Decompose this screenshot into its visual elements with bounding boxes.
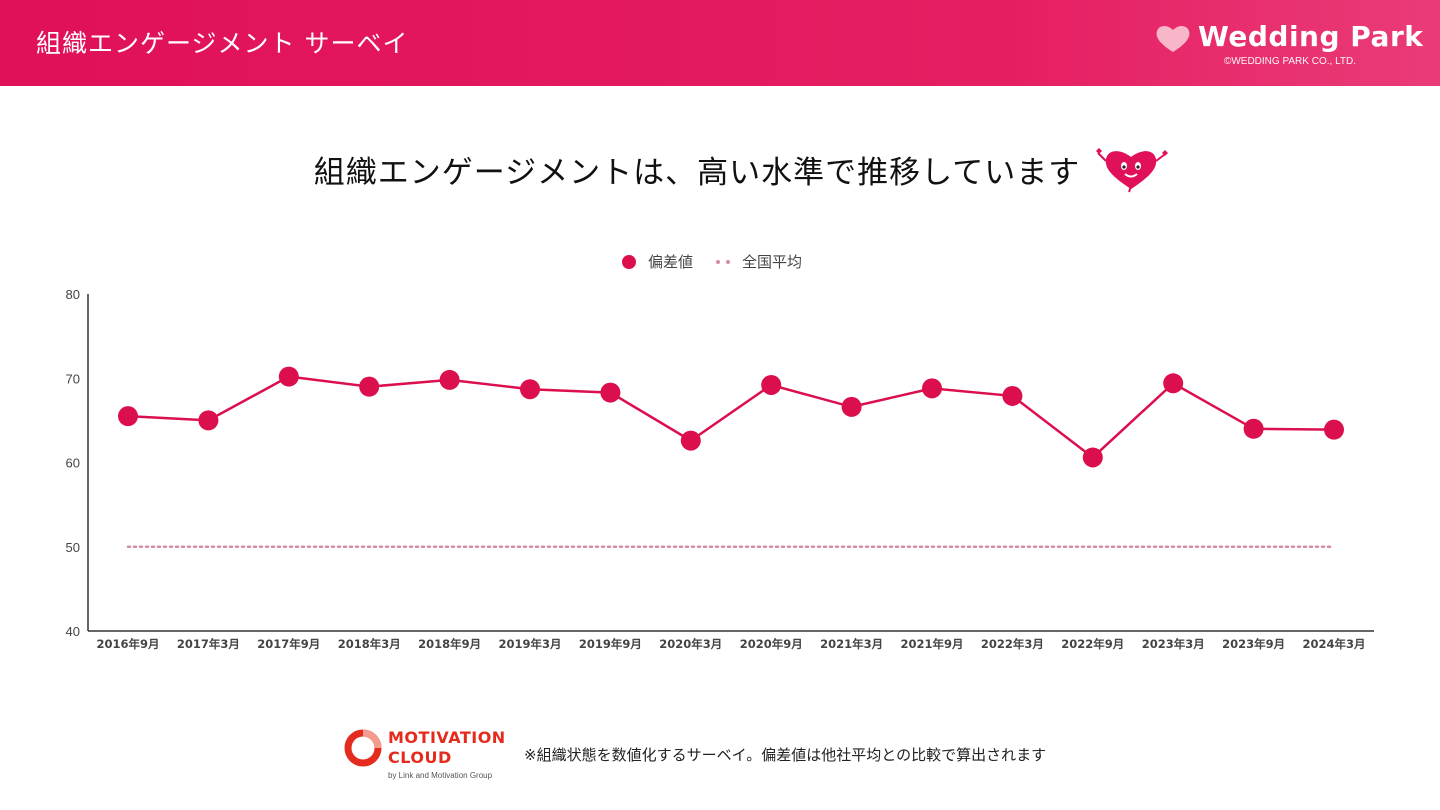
x-tick-label: 2023年9月: [1222, 637, 1285, 651]
brand-name: Wedding Park: [1198, 20, 1424, 53]
heart-mascot-icon: [1096, 148, 1168, 193]
motivation-cloud-logo: MOTIVATION CLOUD by Link and Motivation …: [343, 728, 506, 784]
data-point: [1324, 419, 1344, 440]
brand-logo: Wedding Park ©WEDDING PARK CO., LTD.: [1154, 20, 1423, 72]
data-point: [359, 376, 380, 397]
data-point: [841, 396, 862, 417]
y-tick-label: 50: [66, 540, 80, 555]
legend-marker-avg: [716, 260, 720, 264]
x-tick-label: 2021年3月: [820, 637, 883, 651]
logo-text-motivation: MOTIVATION: [388, 728, 506, 747]
x-tick-label: 2019年9月: [579, 637, 642, 651]
data-point: [198, 410, 219, 431]
x-tick-label: 2022年3月: [981, 637, 1044, 651]
series-line-main: [127, 375, 1335, 460]
x-tick-label: 2019年3月: [498, 637, 561, 651]
line-chart: 40 50 60 70 80 2016年9月 2017年3月 2017年9月 2018年3月 20…: [66, 287, 1374, 651]
x-tick-label: 2020年9月: [740, 637, 803, 651]
x-tick-label: 2022年9月: [1061, 637, 1124, 651]
x-tick-label: 2024年3月: [1302, 637, 1365, 651]
x-tick-label: 2021年9月: [900, 637, 963, 651]
header-bar: 組織エンゲージメント サーベイ Wedding Park ©WEDDING PA…: [0, 0, 1440, 86]
x-tick-label: 2017年3月: [177, 637, 240, 651]
y-tick-label: 40: [66, 624, 80, 639]
y-tick-label: 80: [66, 287, 80, 302]
ring-logo-icon: [344, 729, 382, 767]
legend-label-main: 偏差値: [648, 253, 694, 271]
data-point: [1163, 373, 1184, 394]
y-tick-label: 60: [66, 456, 80, 471]
data-point: [761, 374, 782, 395]
x-tick-label: 2018年3月: [338, 637, 401, 651]
legend-marker-avg-2: [726, 260, 730, 264]
x-tick-label: 2017年9月: [257, 637, 320, 651]
header-title: 組織エンゲージメント サーベイ: [36, 29, 409, 58]
y-tick-label: 70: [66, 371, 80, 386]
data-point: [278, 366, 299, 387]
logo-text-group: by Link and Motivation Group: [388, 771, 493, 780]
logo-text-cloud: CLOUD: [388, 748, 452, 767]
data-point: [1243, 418, 1264, 439]
data-point: [520, 379, 540, 400]
data-point: [1002, 385, 1023, 406]
data-point: [600, 382, 621, 403]
brand-copyright: ©WEDDING PARK CO., LTD.: [1223, 56, 1356, 67]
data-point: [922, 378, 942, 399]
x-tick-label: 2018年9月: [418, 637, 481, 651]
data-point: [680, 430, 701, 451]
legend-label-avg: 全国平均: [742, 253, 803, 271]
legend-marker-main: [622, 255, 636, 269]
x-tick-label: 2020年3月: [659, 637, 722, 651]
slide-title: 組織エンゲージメントは、高い水準で推移しています: [313, 155, 1081, 191]
data-point: [118, 406, 138, 427]
heart-icon: [1156, 25, 1190, 52]
x-tick-label: 2023年3月: [1142, 637, 1205, 651]
footnote: ※組織状態を数値化するサーベイ。偏差値は他社平均との比較で算出されます: [524, 746, 1047, 764]
data-point: [439, 369, 460, 390]
data-point: [1082, 447, 1103, 468]
x-tick-label: 2016年9月: [96, 637, 159, 651]
